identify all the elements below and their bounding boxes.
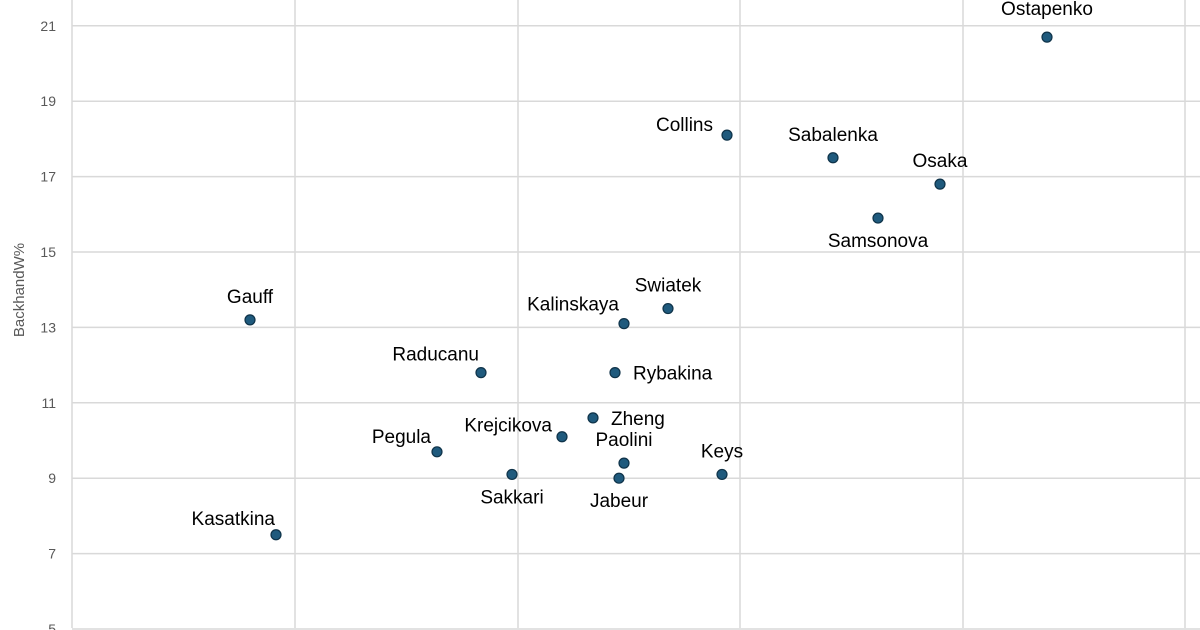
y-axis-label: BackhandW%: [11, 243, 28, 337]
point-label: Kasatkina: [192, 509, 276, 530]
y-tick-label: 9: [48, 470, 56, 486]
point-label: Ostapenko: [1001, 0, 1093, 20]
data-point: [270, 529, 282, 541]
y-tick-label: 19: [40, 93, 56, 109]
point-label: Osaka: [913, 151, 968, 172]
data-point: [721, 129, 733, 141]
point-label: Jabeur: [590, 491, 649, 512]
y-tick-label: 15: [40, 244, 56, 260]
y-tick-label: 5: [48, 621, 56, 630]
data-point: [613, 472, 625, 484]
data-point: [934, 178, 946, 190]
point-label: Pegula: [372, 427, 432, 448]
data-point: [618, 318, 630, 330]
point-label: Rybakina: [633, 364, 713, 385]
data-point: [556, 431, 568, 443]
data-point: [716, 468, 728, 481]
gridlines: [71, 0, 1200, 630]
data-point: [618, 457, 630, 469]
data-point: [827, 152, 839, 164]
point-label: Sabalenka: [788, 125, 878, 146]
y-tick-label: 7: [48, 546, 56, 562]
data-points: [244, 31, 1053, 541]
point-label: Raducanu: [392, 345, 479, 366]
data-point: [587, 412, 599, 424]
y-tick-label: 13: [40, 319, 56, 335]
data-point: [609, 367, 621, 379]
point-label: Collins: [656, 115, 713, 136]
point-label: Paolini: [595, 430, 652, 451]
point-label: Swiatek: [635, 276, 702, 297]
data-point: [662, 302, 674, 315]
data-point: [506, 468, 518, 481]
data-point: [475, 367, 487, 379]
data-point: [1041, 31, 1053, 43]
data-point: [431, 446, 443, 458]
point-label: Krejcikova: [464, 416, 552, 437]
point-label: Samsonova: [828, 231, 929, 252]
point-labels: Ostapenko Collins Sabalenka Osaka Samsonova S…: [192, 0, 1093, 530]
y-tick-label: 11: [41, 395, 56, 411]
point-label: Kalinskaya: [527, 295, 619, 316]
point-label: Zheng: [611, 409, 665, 430]
data-point: [872, 212, 884, 224]
data-point: [244, 314, 256, 326]
y-axis-ticks: 5 7 9 11 13 15 17 19 21: [40, 18, 56, 630]
point-label: Gauff: [227, 287, 274, 308]
y-tick-label: 21: [40, 18, 56, 34]
y-tick-label: 17: [40, 169, 56, 185]
point-label: Keys: [701, 441, 743, 462]
point-label: Sakkari: [480, 487, 543, 508]
